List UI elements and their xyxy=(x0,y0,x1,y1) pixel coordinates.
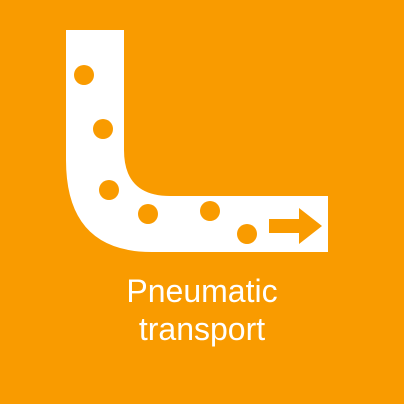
tile-label-line-2: transport xyxy=(138,311,266,347)
particle xyxy=(237,224,257,244)
particle xyxy=(93,119,113,139)
particle xyxy=(200,201,220,221)
pipe-elbow xyxy=(66,30,328,252)
tile-label-line-1: Pneumatic xyxy=(126,273,278,309)
arrow-right-icon xyxy=(269,208,322,244)
particle xyxy=(74,65,94,85)
tile-label: Pneumatic transport xyxy=(0,272,404,348)
particle xyxy=(99,180,119,200)
particle xyxy=(138,204,158,224)
